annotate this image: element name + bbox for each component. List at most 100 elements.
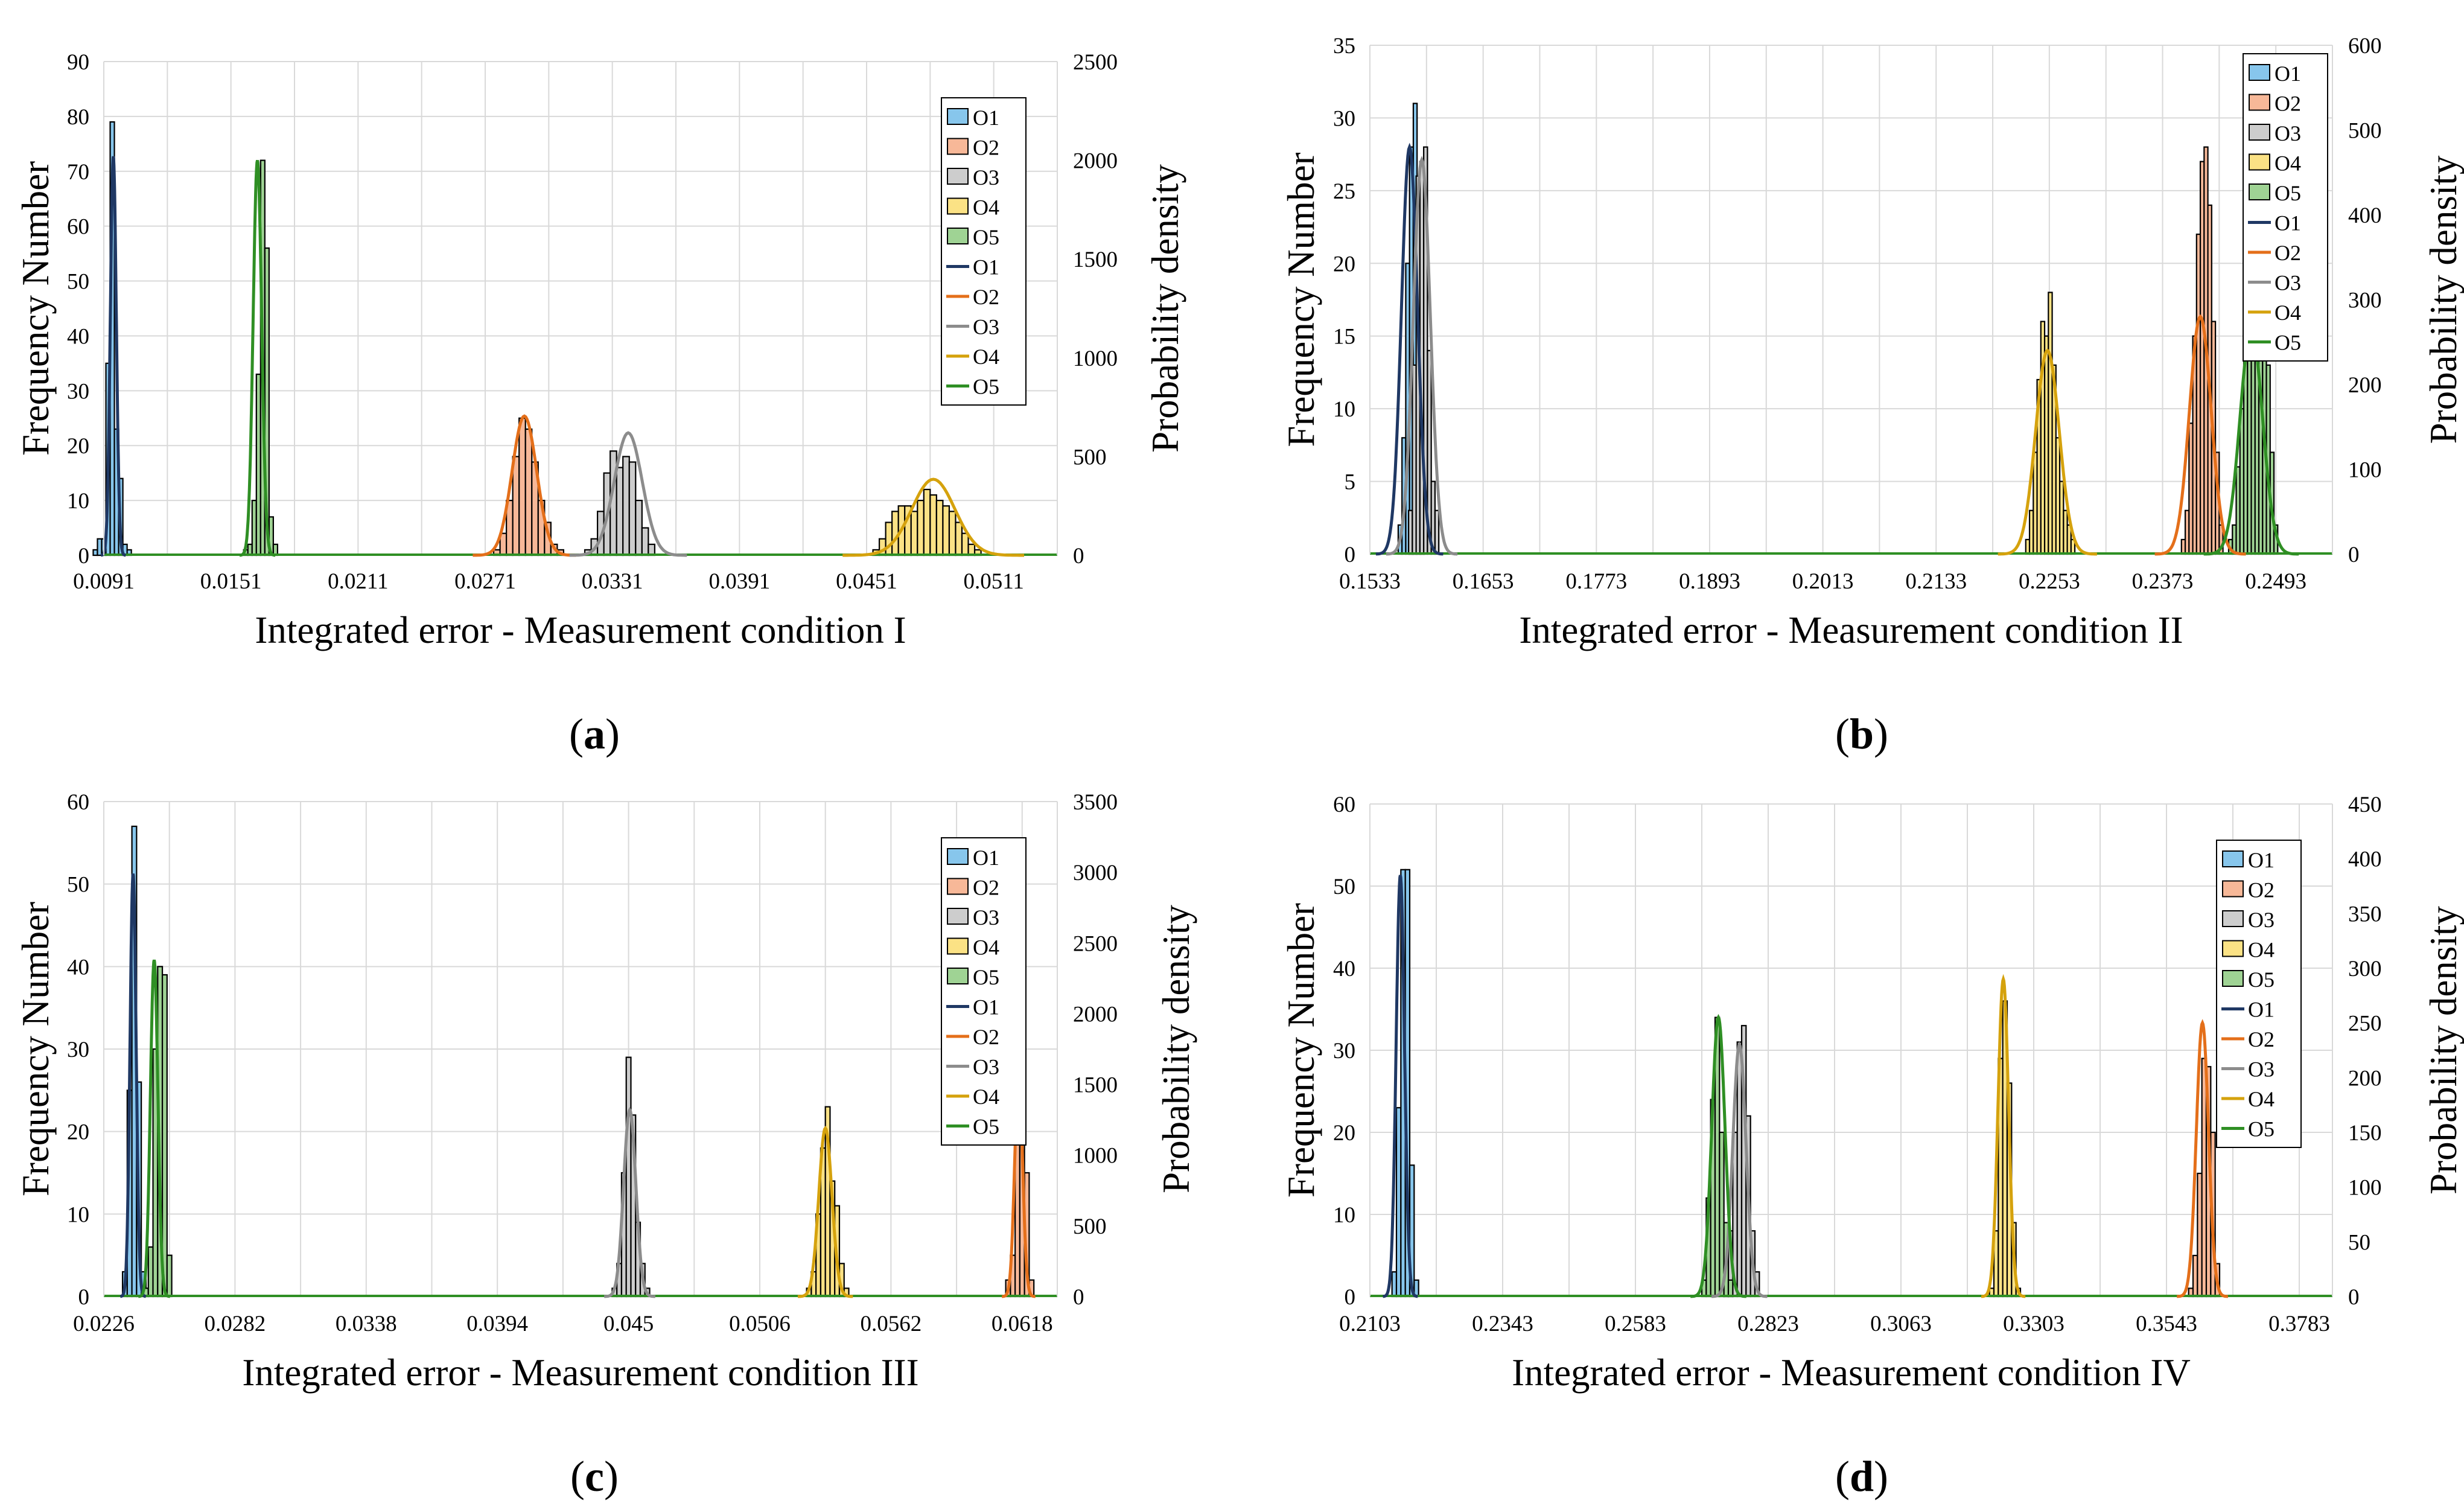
y-right-tick-label: 450	[2348, 793, 2382, 817]
x-tick-label: 0.1653	[1453, 569, 1514, 594]
legend-swatch-bar-o1	[2249, 64, 2270, 81]
legend-label: O5	[2275, 181, 2301, 205]
y-left-tick-label: 30	[67, 1038, 89, 1062]
y-left-tick-label: 0	[1345, 543, 1356, 567]
legend-swatch-bar-o3	[947, 168, 969, 185]
legend-swatch-bar-o4	[947, 937, 969, 955]
y-left-tick-label: 40	[1333, 957, 1355, 981]
histogram-bar-o4	[885, 522, 893, 557]
y-left-tick-label: 90	[67, 50, 89, 75]
density-curve-o3	[1386, 156, 1458, 556]
y-axis-left-title: Frequency Number	[1280, 903, 1322, 1198]
x-tick-label: 0.2343	[1472, 1312, 1533, 1336]
legend-swatch-bar-o1	[2222, 850, 2244, 867]
y-right-tick-label: 1000	[1073, 346, 1118, 371]
legend-swatch-bar-o3	[2222, 910, 2244, 927]
y-axis-left-title: Frequency Number	[1280, 152, 1322, 447]
x-tick-label: 0.0562	[860, 1312, 922, 1336]
density-curve-o1	[1383, 875, 1418, 1298]
x-tick-label: 0.2133	[1905, 569, 1967, 594]
legend-swatch-bar-o2	[947, 138, 969, 155]
legend-label: O2	[973, 1025, 999, 1049]
panel-label-open: (	[1835, 710, 1850, 758]
y-right-tick-label: 200	[2348, 373, 2382, 398]
y-right-tick-label: 150	[2348, 1121, 2382, 1146]
x-tick-label: 0.0618	[992, 1312, 1053, 1336]
y-right-tick-label: 200	[2348, 1066, 2382, 1091]
legend-swatch-bar-o2	[947, 878, 969, 895]
legend-swatch-bar-o2	[2249, 94, 2270, 111]
x-axis-title: Integrated error - Measurement condition…	[1519, 609, 2183, 651]
x-tick-label: 0.2253	[2019, 569, 2080, 594]
legend-swatch-bar-o5	[2249, 183, 2270, 200]
legend-label: O1	[973, 846, 999, 870]
x-tick-label: 0.1533	[1339, 569, 1401, 594]
histogram-bar-o4	[955, 522, 963, 557]
x-tick-label: 0.2013	[1792, 569, 1854, 594]
legend-label: O3	[973, 1055, 999, 1079]
density-curve-o3	[603, 1106, 656, 1298]
density-curve-o3	[1711, 1041, 1768, 1298]
y-right-tick-label: 100	[2348, 1176, 2382, 1201]
legend-label: O2	[2248, 1027, 2275, 1051]
legend-label: O1	[2248, 998, 2275, 1022]
panel-label-letter: d	[1850, 1452, 1874, 1501]
density-curve-o5	[138, 959, 170, 1298]
legend-label: O5	[973, 1115, 999, 1139]
x-axis-title: Integrated error - Measurement condition…	[255, 609, 906, 651]
y-left-tick-label: 20	[67, 1120, 89, 1145]
legend-swatch-bar-o3	[2249, 124, 2270, 141]
legend-label: O2	[2275, 92, 2301, 116]
y-right-tick-label: 0	[1073, 544, 1084, 569]
y-right-tick-label: 0	[2348, 1285, 2360, 1310]
legend-label: O1	[2248, 848, 2275, 872]
legend: O1 O2 O3 O4 O5 O1 O2 O3 O4 O5	[2216, 840, 2302, 1148]
histogram-bar-o4	[948, 511, 957, 557]
panel-label-letter: a	[584, 710, 605, 758]
histogram-bar-o4	[961, 532, 969, 557]
histogram-bar-o4	[942, 505, 950, 557]
legend-label: O1	[2275, 211, 2301, 235]
histogram-bar-o2	[512, 456, 520, 557]
y-axis-right-title: Probability density	[2422, 155, 2464, 444]
plot-area	[104, 62, 1057, 555]
histogram-bar-o4	[935, 500, 944, 557]
density-curve-o1	[119, 873, 147, 1298]
y-right-tick-label: 1500	[1073, 247, 1118, 272]
density-curve-o4	[1998, 348, 2098, 556]
panel-label: (a)	[569, 710, 620, 758]
legend-label: O3	[973, 315, 999, 339]
x-tick-label: 0.0211	[328, 569, 388, 594]
x-tick-label: 0.0271	[454, 569, 516, 594]
histogram-bar-o1	[1391, 1271, 1398, 1298]
panel-label-close: )	[604, 1452, 619, 1501]
y-right-tick-label: 500	[1073, 1214, 1107, 1239]
legend: O1 O2 O3 O4 O5 O1 O2 O3 O4 O5	[941, 97, 1027, 406]
histogram-bar-o3	[1736, 1041, 1743, 1298]
legend-label: O3	[2275, 121, 2301, 145]
histogram-bar-o3	[641, 527, 649, 557]
x-tick-label: 0.2823	[1737, 1312, 1799, 1336]
legend-swatch-bar-o4	[2249, 153, 2270, 171]
x-axis-title: Integrated error - Measurement condition…	[1512, 1351, 2191, 1394]
histogram-bar-o3	[625, 1056, 632, 1298]
legend-label: O4	[973, 1085, 999, 1109]
x-tick-label: 0.3783	[2268, 1312, 2330, 1336]
legend-label: O5	[2275, 331, 2301, 355]
legend-label: O2	[2275, 241, 2301, 265]
y-left-tick-label: 0	[78, 544, 90, 569]
histogram-bar-o4	[929, 494, 937, 557]
panel-d: 0.2103 0.2343 0.2583 0.2823 0.3063 0.3303 0.35…	[1280, 793, 2464, 1501]
legend-label: O4	[973, 196, 999, 220]
x-axis-title: Integrated error - Measurement condition…	[242, 1351, 918, 1394]
x-tick-label: 0.0282	[205, 1312, 266, 1336]
y-left-tick-label: 20	[1333, 252, 1355, 276]
y-left-tick-label: 0	[1345, 1285, 1356, 1310]
x-tick-label: 0.045	[603, 1312, 654, 1336]
x-tick-label: 0.1893	[1679, 569, 1740, 594]
density-curve-o4	[797, 1126, 853, 1298]
density-curve-o2	[2154, 314, 2246, 556]
y-left-tick-label: 10	[1333, 397, 1355, 422]
legend-swatch-bar-o4	[947, 197, 969, 215]
